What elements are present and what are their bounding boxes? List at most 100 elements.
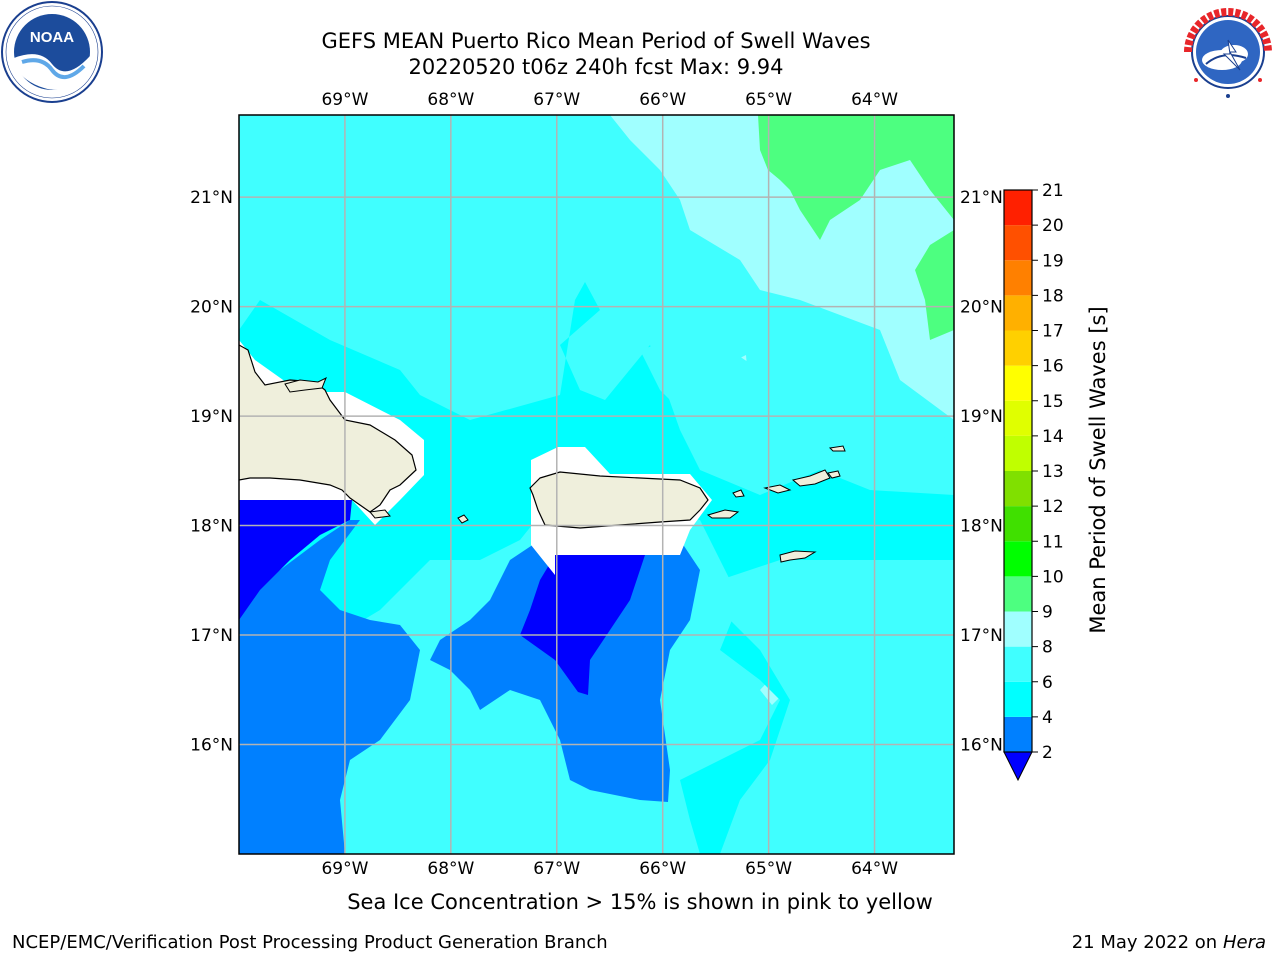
colorbar-tick-label: 19 <box>1042 251 1064 271</box>
lon-tick-label-bottom: 68°W <box>427 859 474 879</box>
lat-tick-label-left: 18°N <box>190 517 233 537</box>
footer-credit: NCEP/EMC/Verification Post Processing Pr… <box>12 932 608 953</box>
lon-tick-label-bottom: 65°W <box>745 859 792 879</box>
lat-tick-label-right: 21°N <box>960 188 1003 208</box>
colorbar-tick-label: 12 <box>1042 497 1064 517</box>
colorbar-tick-label: 13 <box>1042 462 1064 482</box>
lat-tick-label-left: 17°N <box>190 626 233 646</box>
contour-band-6-8-interior <box>239 115 560 390</box>
lon-tick-label-top: 68°W <box>427 90 474 110</box>
colorbar-extend-min <box>1003 751 1033 782</box>
colorbar-band <box>1004 646 1032 682</box>
contour-band-lt2-west <box>239 500 352 620</box>
colorbar-band <box>1004 295 1032 331</box>
contour-band-2-4-patch <box>262 762 280 778</box>
colorbar-band <box>1004 435 1032 471</box>
colorbar-tick-label: 15 <box>1042 392 1064 412</box>
colorbar-band <box>1004 471 1032 507</box>
colorbar-tick-label: 6 <box>1042 673 1053 693</box>
nws-logo <box>1178 2 1278 102</box>
lon-tick-label-bottom: 64°W <box>851 859 898 879</box>
contour-band-9-10 <box>758 115 954 240</box>
contour-band-lt2-central <box>520 555 645 695</box>
lon-tick-label-bottom: 67°W <box>533 859 580 879</box>
lat-tick-label-right: 20°N <box>960 298 1003 318</box>
colorbar-band <box>1004 541 1032 577</box>
lon-tick-label-bottom: 69°W <box>321 859 368 879</box>
land-st-croix <box>779 550 817 563</box>
colorbar-tick-label: 17 <box>1042 322 1064 342</box>
contour-band-6-8-interior <box>720 560 954 854</box>
footer-date-text: 21 May 2022 on <box>1071 932 1218 953</box>
lat-tick-label-right: 16°N <box>960 736 1003 756</box>
contour-band-6-8-interior <box>640 330 954 495</box>
longitude-labels-bottom: 69°W 68°W 67°W 66°W 65°W 64°W <box>321 859 898 879</box>
lat-tick-label-right: 18°N <box>960 517 1003 537</box>
lat-tick-label-left: 20°N <box>190 298 233 318</box>
map-frame <box>238 114 955 855</box>
chart-title: GEFS MEAN Puerto Rico Mean Period of Swe… <box>321 29 871 53</box>
lon-tick-label-top: 66°W <box>639 90 686 110</box>
land-saona <box>369 509 391 519</box>
colorbar-band <box>1004 225 1032 261</box>
contour-fill-layer <box>239 115 954 854</box>
lat-tick-label-right: 19°N <box>960 407 1003 427</box>
footer-machine: Hera <box>1222 932 1266 953</box>
land-st-thomas <box>763 484 792 494</box>
colorbar-band <box>1004 260 1032 296</box>
colorbar-tick-label: 20 <box>1042 216 1064 236</box>
contour-band-8-9 <box>610 115 954 420</box>
colorbar: 2 4 6 8 9 10 11 12 13 14 15 16 17 18 19 20 21 <box>1003 181 1064 782</box>
colorbar-band <box>1004 681 1032 717</box>
colorbar-band <box>1004 611 1032 647</box>
land-tortuga <box>284 376 327 393</box>
noaa-logo-text: NOAA <box>30 29 74 46</box>
colorbar-tick-label: 4 <box>1042 708 1053 728</box>
footer-date: 21 May 2022 on Hera <box>1072 932 1266 953</box>
colorbar-band <box>1004 506 1032 542</box>
land-vieques <box>706 509 740 519</box>
land-puerto-rico <box>529 471 709 529</box>
contour-band-2-4 <box>239 520 420 854</box>
colorbar-band <box>1004 330 1032 366</box>
colorbar-tick-label: 16 <box>1042 357 1064 377</box>
latitude-labels-right: 16°N 17°N 18°N 19°N 20°N 21°N <box>960 188 1003 755</box>
colorbar-band <box>1004 716 1032 752</box>
lon-tick-label-top: 65°W <box>745 90 792 110</box>
longitude-labels-top: 69°W 68°W 67°W 66°W 65°W 64°W <box>321 90 898 110</box>
land-virgin-gorda <box>827 470 841 479</box>
chart-subtitle: 20220520 t06z 240h fcst Max: 9.94 <box>408 55 784 79</box>
lat-tick-label-left: 16°N <box>190 736 233 756</box>
colorbar-label: Mean Period of Swell Waves [s] <box>1086 306 1110 634</box>
land-hispaniola <box>239 344 417 513</box>
colorbar-tick-label: 14 <box>1042 427 1064 447</box>
colorbar-tick-label: 8 <box>1042 638 1053 658</box>
colorbar-band <box>1004 400 1032 436</box>
colorbar-tick-label: 2 <box>1042 743 1053 763</box>
land-mona <box>457 514 469 524</box>
land-anegada <box>828 445 846 452</box>
colorbar-tick-label: 10 <box>1042 567 1064 587</box>
latitude-labels-left: 16°N 17°N 18°N 19°N 20°N 21°N <box>190 188 233 755</box>
noaa-logo: NOAA <box>1 1 103 103</box>
colorbar-tick-label: 11 <box>1042 532 1064 552</box>
sea-ice-note: Sea Ice Concentration > 15% is shown in … <box>347 890 933 914</box>
colorbar-tick-label: 9 <box>1042 603 1053 623</box>
lat-tick-label-right: 17°N <box>960 626 1003 646</box>
map-gridlines <box>239 115 954 854</box>
lon-tick-label-top: 64°W <box>851 90 898 110</box>
colorbar-band <box>1004 365 1032 401</box>
land-st-john-tortola <box>791 469 831 487</box>
lon-tick-label-bottom: 66°W <box>639 859 686 879</box>
lat-tick-label-left: 21°N <box>190 188 233 208</box>
colorbar-band <box>1004 190 1032 226</box>
colorbar-tick-label: 18 <box>1042 286 1064 306</box>
land-culebra <box>732 489 745 498</box>
colorbar-band <box>1004 576 1032 612</box>
lon-tick-label-top: 67°W <box>533 90 580 110</box>
contour-band-9-10-east <box>915 230 954 340</box>
colorbar-tick-label: 21 <box>1042 181 1064 201</box>
lat-tick-label-left: 19°N <box>190 407 233 427</box>
lon-tick-label-top: 69°W <box>321 90 368 110</box>
